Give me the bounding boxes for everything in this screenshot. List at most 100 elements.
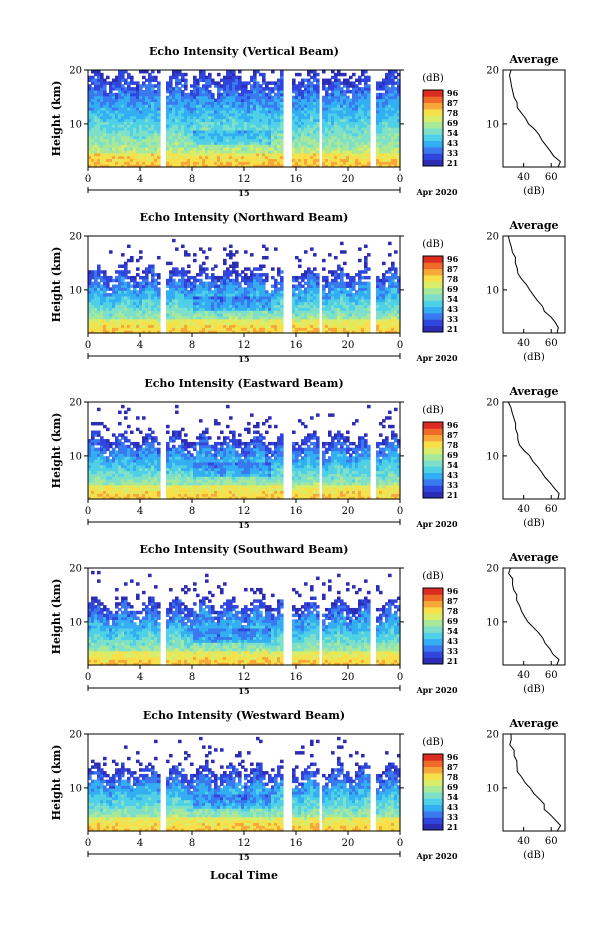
y-axis-label: Height (km)	[50, 81, 63, 157]
panel-title: Echo Intensity (Northward Beam)	[140, 211, 349, 224]
heatmap-cell	[238, 70, 242, 73]
x-tick-label: 16	[290, 174, 303, 185]
colorbar-tick-label: 21	[447, 158, 458, 168]
colorbar-swatch	[423, 134, 443, 141]
heatmap-cell	[235, 262, 239, 265]
x-tick-label: 0	[397, 174, 403, 185]
heatmap-cell	[325, 276, 329, 279]
heatmap-cell	[280, 276, 284, 279]
month-label: Apr 2020	[415, 187, 458, 197]
heatmap-cell	[316, 273, 320, 276]
heatmap-cell	[328, 253, 332, 256]
heatmap-cell	[106, 76, 110, 79]
panel-northward: Echo Intensity (Northward Beam)2010Heigh…	[50, 211, 565, 364]
heatmap-cell	[202, 70, 206, 73]
heatmap-cell	[352, 73, 356, 76]
colorbar-swatch	[423, 141, 443, 148]
colorbar-swatch	[423, 160, 443, 167]
heatmap-cell	[358, 259, 362, 262]
y-tick-label: 10	[69, 119, 82, 130]
x-tick-label: 0	[85, 174, 91, 185]
x-tick-label: 8	[189, 174, 195, 185]
average-y-tick-label: 20	[486, 66, 499, 77]
day-label: 15	[238, 188, 249, 198]
heatmap-cell	[280, 70, 284, 73]
heatmap-cell	[250, 253, 254, 256]
heatmap-cell	[238, 76, 242, 79]
panel-vertical: Echo Intensity (Vertical Beam)2010Height…	[50, 45, 565, 198]
heatmap-cell	[367, 84, 371, 87]
heatmap-cell	[109, 250, 113, 253]
average-x-tick-label: 60	[545, 172, 558, 183]
heatmap-cell	[265, 256, 269, 259]
heatmap-cell	[157, 287, 161, 290]
colorbar-swatch	[423, 122, 443, 129]
heatmap-cell	[217, 73, 221, 76]
heatmap-cell	[271, 267, 275, 270]
heatmap-cell	[223, 259, 227, 262]
heatmap-cell	[274, 247, 278, 250]
y-tick-label: 20	[69, 66, 82, 77]
heatmap-cell	[139, 256, 143, 259]
heatmap-cell	[367, 276, 371, 279]
heatmap-cell	[310, 247, 314, 250]
colorbar-tick-label: 54	[447, 128, 459, 138]
heatmap-cell	[322, 70, 326, 73]
heatmap-cell	[280, 270, 284, 273]
colorbar-swatch	[423, 103, 443, 110]
heatmap-cell	[364, 245, 368, 248]
heatmap-cell	[175, 247, 179, 250]
colorbar-swatch	[423, 115, 443, 122]
heatmap-cell	[187, 270, 191, 273]
heatmap-northward	[88, 239, 401, 334]
heatmap-cell	[343, 262, 347, 265]
average-title: Average	[508, 53, 558, 66]
heatmap-cell	[121, 253, 125, 256]
heatmap-cell	[313, 253, 317, 256]
colorbar-swatch	[423, 109, 443, 116]
heatmap-cell	[343, 73, 347, 76]
heatmap-cell	[367, 253, 371, 256]
colorbar-unit: (dB)	[422, 73, 444, 84]
heatmap-cell	[367, 76, 371, 79]
colorbar-tick-label: 87	[447, 98, 458, 108]
average-frame	[503, 70, 565, 167]
heatmap-cell	[340, 242, 344, 245]
heatmap-cell	[340, 267, 344, 270]
heatmap-cell	[193, 253, 197, 256]
heatmap-cell	[322, 259, 326, 262]
heatmap-cell	[208, 247, 212, 250]
average-x-tick-label: 40	[517, 172, 530, 183]
heatmap-cell	[184, 79, 188, 82]
heatmap-cell	[205, 267, 209, 270]
heatmap-cell	[205, 256, 209, 259]
colorbar-swatch	[423, 147, 443, 154]
heatmap-cell	[157, 256, 161, 259]
heatmap-cell	[151, 70, 155, 73]
heatmap-cell	[127, 245, 131, 248]
heatmap-cell	[130, 256, 134, 259]
heatmap-cell	[298, 259, 302, 262]
heatmap-cell	[211, 93, 215, 96]
colorbar-swatch	[423, 128, 443, 135]
heatmap-cell	[202, 262, 206, 265]
heatmap-cell	[262, 265, 266, 268]
heatmap-cell	[157, 70, 161, 73]
colorbar-swatch	[423, 90, 443, 97]
heatmap-cell	[202, 250, 206, 253]
heatmap-cell	[265, 273, 269, 276]
colorbar-tick-label: 96	[447, 88, 459, 98]
heatmap-cell	[334, 256, 338, 259]
heatmap-cell	[367, 282, 371, 285]
heatmap-cell	[130, 76, 134, 79]
x-tick-label: 20	[342, 174, 355, 185]
colorbar-swatch	[423, 153, 443, 160]
heatmap-cell	[151, 265, 155, 268]
heatmap-cell	[157, 282, 161, 285]
heatmap-cell	[364, 70, 368, 73]
heatmap-cell	[100, 73, 104, 76]
colorbar-tick-label: 43	[447, 138, 459, 148]
heatmap-cell	[367, 267, 371, 270]
colorbar-tick-label: 69	[447, 118, 459, 128]
